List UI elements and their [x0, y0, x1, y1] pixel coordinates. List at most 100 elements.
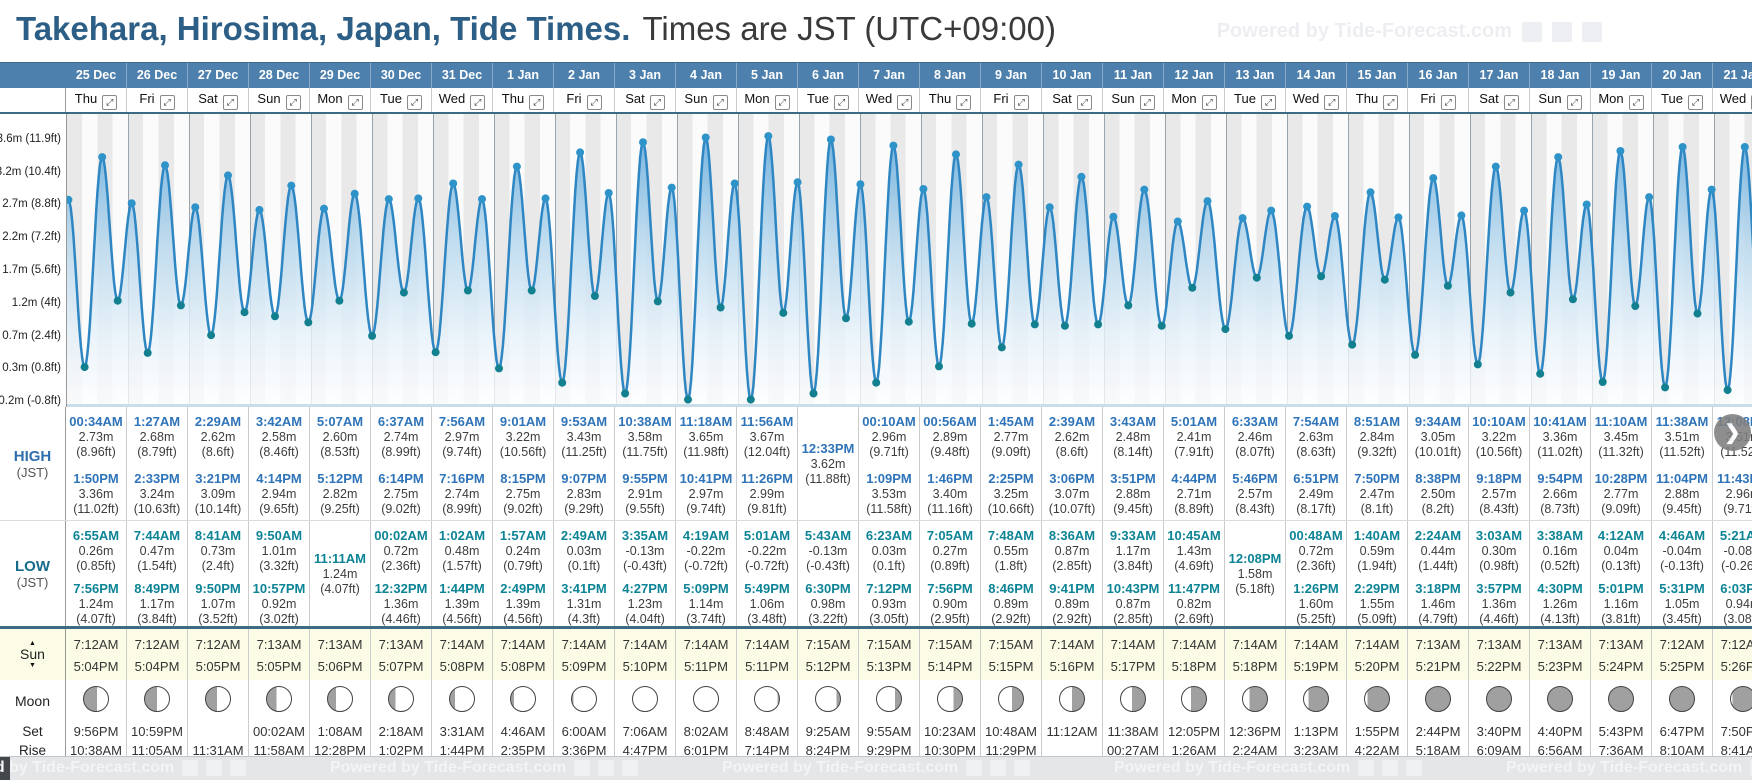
high-tide-height-m: 3.22m [1481, 430, 1517, 444]
high-tide-time: 10:41AM [1533, 414, 1587, 429]
high-tide-cell: 00:34AM 2.73m (8.96ft) 1:50PM 3.36m (11.02ft) [66, 407, 127, 520]
sunrise-arrow-icon: ▲ [29, 640, 36, 647]
tide-extreme-dot [716, 303, 725, 312]
low-tide-time: 6:30PM [805, 581, 851, 596]
low-tide-height-ft: (5.25ft) [1296, 612, 1336, 626]
moonset-time: 8:48AM [737, 722, 798, 742]
expand-day-icon[interactable]: ⤢ [1324, 95, 1340, 110]
expand-day-icon[interactable]: ⤢ [159, 95, 175, 110]
sun-times-cell: 7:14AM 5:09PM [554, 629, 615, 680]
low-tide-height-m: 1.55m [1359, 597, 1395, 611]
low-tide-entry: 10:43PM 0.87m (2.85ft) [1103, 574, 1163, 626]
expand-day-icon[interactable]: ⤢ [649, 95, 665, 110]
low-tide-entry: 8:46PM 0.89m (2.92ft) [981, 574, 1041, 626]
expand-day-icon[interactable]: ⤢ [712, 95, 728, 110]
expand-day-icon[interactable]: ⤢ [586, 95, 602, 110]
expand-day-icon[interactable]: ⤢ [956, 95, 972, 110]
expand-day-icon[interactable]: ⤢ [1383, 95, 1399, 110]
date-header-cell: 27 Dec [188, 63, 249, 88]
weekday-label: Wed [1719, 91, 1747, 106]
expand-day-icon[interactable]: ⤢ [1139, 95, 1155, 110]
moonset-time: 10:59PM [127, 722, 188, 742]
weekday-label: Sun [1538, 91, 1562, 106]
low-tide-entry: 7:44AM 0.47m (1.54ft) [127, 521, 187, 574]
low-tide-time: 3:38AM [1536, 528, 1584, 543]
moon-phase-icon [144, 686, 170, 712]
high-tide-height-ft: (8.6ft) [1055, 445, 1089, 459]
expand-day-icon[interactable]: ⤢ [1687, 95, 1703, 110]
expand-day-icon[interactable]: ⤢ [529, 95, 545, 110]
low-tide-entry: 3:35AM -0.13m (-0.43ft) [615, 521, 675, 574]
expand-day-icon[interactable]: ⤢ [1076, 95, 1092, 110]
tide-extreme-dot [1491, 162, 1500, 171]
low-tide-time: 1:44PM [439, 581, 485, 596]
expand-day-icon[interactable]: ⤢ [1440, 95, 1456, 110]
expand-day-icon[interactable]: ⤢ [285, 95, 301, 110]
high-tide-height-m: 2.48m [1115, 430, 1151, 444]
high-tide-height-ft: (8.89ft) [1174, 501, 1214, 516]
low-tide-entry: 7:48AM 0.55m (1.8ft) [981, 521, 1041, 574]
weekday-label: Mon [317, 91, 343, 106]
expand-day-icon[interactable]: ⤢ [897, 95, 913, 110]
high-tide-time: 1:09PM [866, 470, 912, 486]
low-tide-height-ft: (-0.43ft) [806, 559, 850, 573]
expand-day-icon[interactable]: ⤢ [833, 95, 849, 110]
expand-day-icon[interactable]: ⤢ [347, 95, 363, 110]
expand-day-icon[interactable]: ⤢ [1201, 95, 1217, 110]
expand-day-icon[interactable]: ⤢ [1013, 95, 1029, 110]
expand-day-icon[interactable]: ⤢ [222, 95, 238, 110]
tide-curve-svg [67, 132, 1752, 407]
high-tide-cell: 11:38AM 3.51m (11.52ft) 11:04PM 2.88m (9.45ft… [1652, 407, 1713, 520]
low-tide-height-ft: (-0.13ft) [1660, 559, 1704, 573]
high-tide-entry: 2:39AM 2.62m (8.6ft) [1042, 407, 1102, 464]
tide-extreme-dot [350, 189, 359, 198]
high-tide-section: HIGH (JST) 00:34AM 2.73m (8.96ft) 1:50PM 3.3… [0, 407, 1752, 520]
expand-day-icon[interactable]: ⤢ [470, 95, 486, 110]
expand-day-icon[interactable]: ⤢ [1503, 95, 1519, 110]
low-tide-height-ft: (5.18ft) [1235, 581, 1275, 596]
low-tide-height-m: 1.24m [78, 597, 114, 611]
high-tide-height-m: 2.66m [1542, 486, 1578, 501]
expand-day-icon[interactable]: ⤢ [102, 95, 118, 110]
low-tide-height-ft: (-0.72ft) [684, 559, 728, 573]
high-tide-entry: 00:10AM 2.96m (9.71ft) [859, 407, 919, 464]
tide-extreme-dot [1366, 188, 1375, 197]
expand-day-icon[interactable]: ⤢ [406, 95, 422, 110]
low-tide-cell: 6:55AM 0.26m (0.85ft) 7:56PM 1.24m (4.07ft) [66, 521, 127, 626]
weekday-cell: Thu ⤢ [66, 88, 127, 112]
tide-forecast-logo-icon [1750, 760, 1752, 776]
weekday-label: Sun [684, 91, 708, 106]
date-header-cell: 28 Dec [249, 63, 310, 88]
high-tide-time: 9:01AM [499, 414, 547, 429]
expand-day-icon[interactable]: ⤢ [1628, 95, 1644, 110]
low-tide-height-m: 0.47m [139, 544, 175, 558]
high-tide-cell: 9:34AM 3.05m (10.01ft) 8:38PM 2.50m (8.2ft) [1408, 407, 1469, 520]
moon-phase-icon [83, 686, 109, 712]
high-tide-entry: 7:54AM 2.63m (8.63ft) [1286, 407, 1346, 464]
weekday-label: Sat [625, 91, 645, 106]
high-tide-entry: 10:41AM 3.36m (11.02ft) [1530, 407, 1590, 464]
weekday-row: Thu ⤢ Fri ⤢ Sat ⤢ Sun ⤢ Mon ⤢ Tue ⤢ Wed ⤢ Thu ⤢ Fri ⤢ Sat ⤢… [0, 88, 1752, 114]
low-tide-height-m: 0.48m [444, 544, 480, 558]
high-tide-height-ft: (8.96ft) [76, 445, 116, 459]
low-tide-height-m: 1.39m [444, 597, 480, 611]
tide-forecast-logo-icon [574, 760, 591, 776]
high-tide-height-m: 2.71m [1176, 486, 1212, 501]
expand-day-icon[interactable]: ⤢ [1566, 95, 1582, 110]
high-tide-height-m: 3.53m [871, 486, 907, 501]
low-tide-time: 3:41PM [561, 581, 607, 596]
low-tide-time: 6:23AM [865, 528, 913, 543]
sunset-time: 5:22PM [1476, 659, 1522, 674]
weekday-label: Fri [566, 91, 582, 106]
high-tide-entry: 9:01AM 3.22m (10.56ft) [493, 407, 553, 464]
high-tide-height-m: 3.67m [749, 430, 785, 444]
moon-phase-cell [1347, 680, 1408, 722]
low-tide-cell: 7:05AM 0.27m (0.89ft) 7:56PM 0.90m (2.95ft) [920, 521, 981, 626]
expand-day-icon[interactable]: ⤢ [1260, 95, 1276, 110]
expand-day-icon[interactable]: ⤢ [774, 95, 790, 110]
watermark-footer-group: Powered by Tide-Forecast.com [1114, 759, 1423, 777]
sunrise-time: 7:15AM [866, 637, 912, 652]
moon-phase-icon [205, 686, 231, 712]
tide-extreme-dot [701, 133, 710, 142]
scroll-right-button[interactable]: ❯ [1714, 414, 1751, 451]
